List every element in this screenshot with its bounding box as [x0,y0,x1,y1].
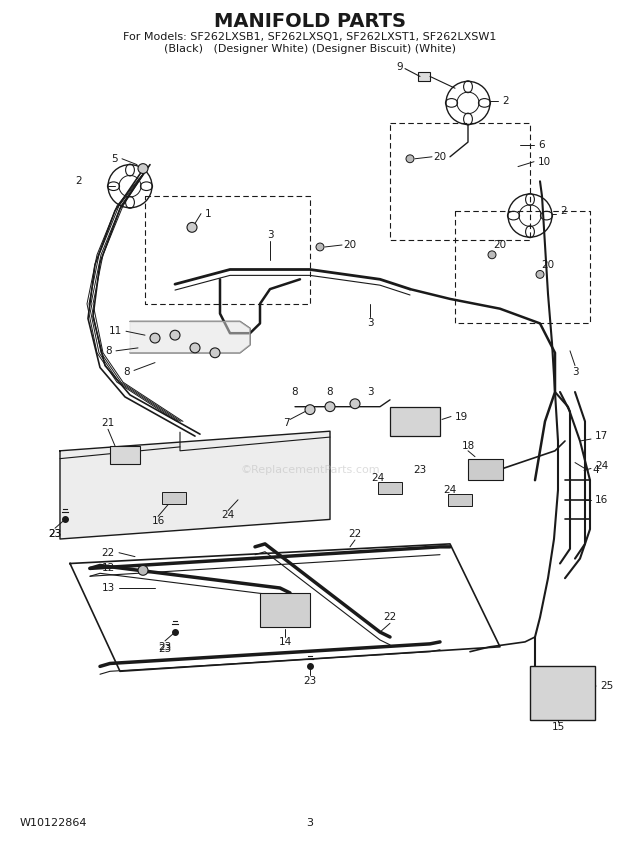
Text: 23: 23 [48,529,61,539]
Circle shape [210,348,220,358]
Text: 23: 23 [414,466,427,475]
Text: 14: 14 [278,637,291,647]
Text: 23: 23 [303,676,317,687]
Text: 15: 15 [551,722,565,732]
Text: MANIFOLD PARTS: MANIFOLD PARTS [214,12,406,31]
Text: 2: 2 [560,205,567,216]
Text: 8: 8 [123,367,130,377]
Text: 16: 16 [151,516,165,526]
Circle shape [488,251,496,259]
Bar [468,459,503,480]
Text: For Models: SF262LXSB1, SF262LXSQ1, SF262LXST1, SF262LXSW1: For Models: SF262LXSB1, SF262LXSQ1, SF26… [123,33,497,42]
Bar [390,407,440,436]
Text: 3: 3 [306,818,314,829]
Text: 24: 24 [595,461,608,471]
Text: 2: 2 [76,176,82,187]
Text: 6: 6 [538,140,544,150]
Text: 20: 20 [343,240,356,250]
Text: 16: 16 [595,495,608,505]
Text: 11: 11 [108,326,122,336]
Text: 24: 24 [371,473,384,484]
Text: 3: 3 [572,367,578,377]
Text: 12: 12 [102,563,115,574]
Text: 8: 8 [105,346,112,356]
Circle shape [305,405,315,414]
Text: 3: 3 [366,387,373,397]
Text: W10122864: W10122864 [20,818,87,829]
Text: 10: 10 [538,157,551,167]
Text: 4: 4 [592,466,599,475]
Text: 13: 13 [102,583,115,593]
Text: 8: 8 [291,387,298,397]
Text: 9: 9 [397,62,404,72]
Text: 22: 22 [348,529,361,539]
Text: 3: 3 [267,230,273,241]
Circle shape [170,330,180,340]
Text: 2: 2 [502,96,508,106]
Text: 24: 24 [443,485,456,495]
Text: 21: 21 [102,419,115,428]
Polygon shape [60,431,330,539]
Text: ©ReplacementParts.com: ©ReplacementParts.com [240,466,380,475]
Text: 7: 7 [283,419,290,428]
Circle shape [325,401,335,412]
Text: 8: 8 [327,387,334,397]
Text: 3: 3 [366,318,373,329]
Circle shape [350,399,360,408]
Bar [448,494,472,506]
Bar [260,593,310,627]
Circle shape [536,270,544,278]
Text: 22: 22 [102,548,115,558]
Text: 19: 19 [455,412,468,421]
Text: 5: 5 [112,154,118,163]
Circle shape [138,566,148,575]
Circle shape [187,223,197,232]
Bar [530,667,595,720]
Text: 22: 22 [383,612,397,622]
Text: 23: 23 [48,529,61,539]
Circle shape [190,343,200,353]
Text: (Black)   (Designer White) (Designer Biscuit) (White): (Black) (Designer White) (Designer Biscu… [164,44,456,54]
Text: 25: 25 [600,681,613,691]
Polygon shape [130,322,250,353]
Text: 1: 1 [205,209,211,218]
Bar [418,72,430,81]
Circle shape [150,333,160,343]
Text: 17: 17 [595,431,608,441]
Text: 20: 20 [433,152,446,162]
Circle shape [406,155,414,163]
Text: 18: 18 [461,441,475,451]
Text: 23: 23 [158,644,172,654]
Bar [378,482,402,494]
Text: 24: 24 [221,510,234,520]
Circle shape [138,163,148,174]
Bar [162,492,186,503]
Text: 20: 20 [494,240,507,250]
Text: 23: 23 [158,642,172,651]
Text: 20: 20 [541,259,554,270]
Circle shape [316,243,324,251]
Bar [110,446,140,464]
